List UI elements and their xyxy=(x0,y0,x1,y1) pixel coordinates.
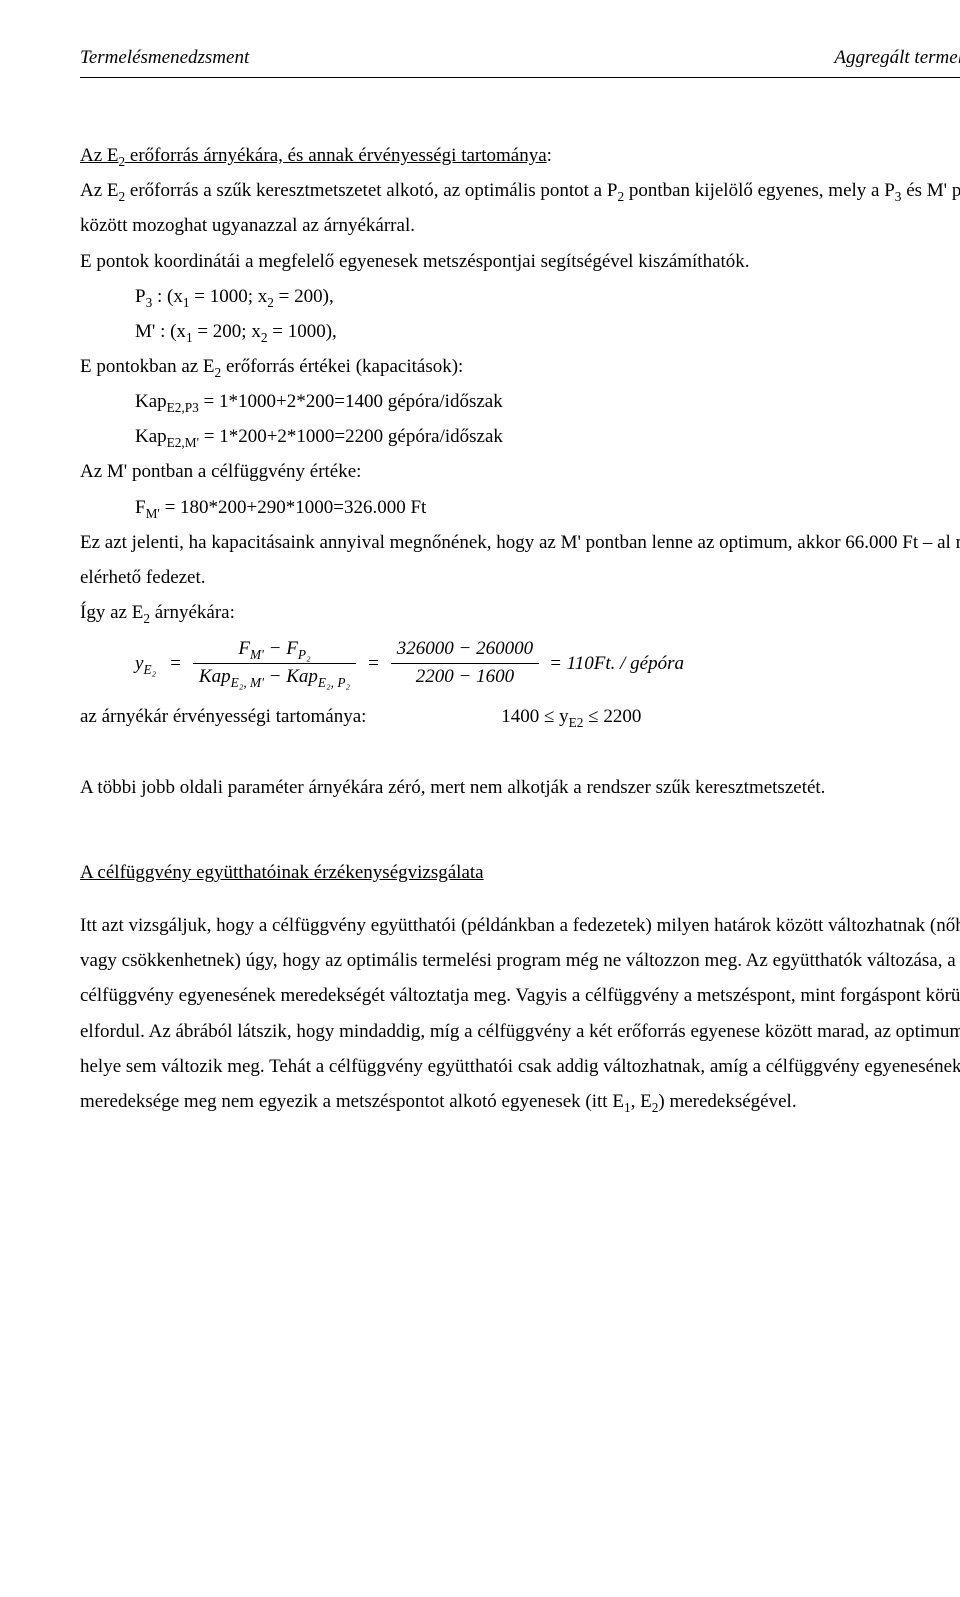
text: = 180*200+290*1000=326.000 Ft xyxy=(160,497,427,518)
text: erőforrás a szűk keresztmetszetet alkotó… xyxy=(125,180,617,201)
text: Az E xyxy=(80,145,119,166)
text: Így az E xyxy=(80,602,143,623)
eq-equals-2: = xyxy=(368,646,379,681)
text: E pontokban az E xyxy=(80,356,215,377)
eq-frac-2: 326000 − 260000 2200 − 1600 xyxy=(391,638,539,689)
text: − F xyxy=(264,638,298,659)
sub: E2,P3 xyxy=(167,400,199,415)
sub: 2 xyxy=(261,330,268,345)
eq-tail: = 110Ft. / gépóra xyxy=(549,646,684,681)
sub: 2 xyxy=(267,295,274,310)
page-number: 13 xyxy=(80,1189,960,1224)
eq-equals-1: = xyxy=(170,646,181,681)
para-fm: Az M' pontban a célfüggvény értéke: xyxy=(80,454,960,489)
text: ≤ 2200 xyxy=(583,706,641,727)
sub: E₂, P₂ xyxy=(318,675,350,690)
text: egyenes, mely a P xyxy=(758,180,895,201)
eq-frac2-num: 326000 − 260000 xyxy=(391,638,539,664)
text: Az E xyxy=(80,180,119,201)
text: F xyxy=(135,497,146,518)
text: P xyxy=(135,286,146,307)
sub: E₂ xyxy=(143,662,156,677)
range-value: 1400 ≤ yE2 ≤ 2200 xyxy=(501,699,641,734)
header-rule xyxy=(80,77,960,78)
text: : (x xyxy=(152,286,183,307)
text: = 200; x xyxy=(193,321,261,342)
p3-coords: P3 : (x1 = 1000; x2 = 200), xyxy=(80,279,960,314)
eq-frac1-den: KapE₂, M' − KapE₂, P₂ xyxy=(193,664,356,689)
text: erőforrás árnyékára, és annak érvényessé… xyxy=(125,145,547,166)
text: = 1000), xyxy=(268,321,337,342)
equation-ye2: yE₂ = FM' − FP₂ KapE₂, M' − KapE₂, P₂ = … xyxy=(80,638,960,689)
para-coords: E pontok koordinátái a megfelelő egyenes… xyxy=(80,244,960,279)
text: Kap xyxy=(135,391,167,412)
text: = 1*1000+2*200=1400 gépóra/időszak xyxy=(199,391,503,412)
eq-frac-1: FM' − FP₂ KapE₂, M' − KapE₂, P₂ xyxy=(193,638,356,689)
text: Itt azt vizsgáljuk, hogy a célfüggvény e… xyxy=(80,915,960,1112)
para-shadow: Így az E2 árnyékára: xyxy=(80,595,960,630)
para-explain: Ez azt jelenti, ha kapacitásaink annyiva… xyxy=(80,525,960,595)
fm-value: FM' = 180*200+290*1000=326.000 Ft xyxy=(80,490,960,525)
para-other-params: A többi jobb oldali paraméter árnyékára … xyxy=(80,770,960,805)
sub: E2 xyxy=(569,715,584,730)
eq-frac2-den: 2200 − 1600 xyxy=(391,664,539,689)
validity-range: az árnyékár érvényességi tartománya: 140… xyxy=(80,699,960,734)
sub: 1 xyxy=(186,330,193,345)
text: Kap xyxy=(135,426,167,447)
mprime-coords: M' : (x1 = 200; x2 = 1000), xyxy=(80,314,960,349)
sub: 2 xyxy=(143,611,150,626)
text: − Kap xyxy=(264,666,318,687)
text: F xyxy=(238,638,250,659)
sub: 1 xyxy=(624,1100,631,1115)
para-sensitivity: Itt azt vizsgáljuk, hogy a célfüggvény e… xyxy=(80,908,960,1119)
sub: M' xyxy=(146,505,160,520)
text: M' : (x xyxy=(135,321,186,342)
para-capacities: E pontokban az E2 erőforrás értékei (kap… xyxy=(80,349,960,384)
text: Kap xyxy=(199,666,231,687)
header-right: Aggregált termeléstervezés xyxy=(834,40,960,75)
text: , E xyxy=(631,1091,652,1112)
kap-mprime: KapE2,M' = 1*200+2*1000=2200 gépóra/idős… xyxy=(80,419,960,454)
section-title: A célfüggvény együtthatóinak érzékenység… xyxy=(80,855,960,890)
sub: E₂, M' xyxy=(231,675,264,690)
eq-frac1-num: FM' − FP₂ xyxy=(193,638,356,664)
text: = 1*200+2*1000=2200 gépóra/időszak xyxy=(199,426,503,447)
text: pontban kijelölő xyxy=(624,180,753,201)
text: = 200), xyxy=(274,286,334,307)
text: az árnyékár érvényességi tartománya: xyxy=(80,706,366,727)
text: 1400 ≤ y xyxy=(501,706,568,727)
sub: M' xyxy=(250,647,264,662)
text: ) meredekségével. xyxy=(658,1091,796,1112)
text: = 1000; x xyxy=(190,286,268,307)
sub: E2,M' xyxy=(167,435,199,450)
eq-lhs: yE₂ xyxy=(135,646,156,681)
sub: 1 xyxy=(183,295,190,310)
header-left: Termelésmenedzsment xyxy=(80,40,249,75)
sub: P₂ xyxy=(298,647,311,662)
page-header: Termelésmenedzsment Aggregált termeléste… xyxy=(80,40,960,75)
kap-p3: KapE2,P3 = 1*1000+2*200=1400 gépóra/idős… xyxy=(80,384,960,419)
intro-line: Az E2 erőforrás árnyékára, és annak érvé… xyxy=(80,138,960,173)
text: erőforrás értékei (kapacitások): xyxy=(221,356,463,377)
text: árnyékára: xyxy=(150,602,235,623)
para-resource: Az E2 erőforrás a szűk keresztmetszetet … xyxy=(80,173,960,243)
